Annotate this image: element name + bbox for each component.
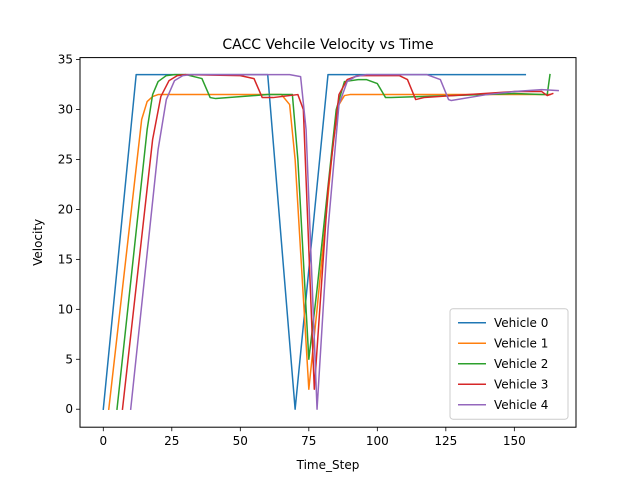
series-line-vehicle-0	[102, 73, 527, 411]
x-axis-title: Time_Step	[296, 458, 360, 472]
x-tick-label: 0	[99, 434, 107, 448]
x-tick-label: 25	[164, 434, 179, 448]
legend-label: Vehicle 1	[494, 337, 548, 351]
x-tick-label: 100	[366, 434, 389, 448]
series-line-vehicle-2	[116, 73, 551, 411]
y-tick-label: 35	[58, 53, 73, 67]
legend-box	[449, 308, 569, 420]
y-tick-label: 10	[58, 302, 73, 316]
series-line-vehicle-4	[129, 73, 559, 411]
y-axis-ticks: 0 5 10 15 20 25 30 35	[58, 53, 80, 416]
y-tick-label: 25	[58, 152, 73, 166]
legend-label: Vehicle 3	[494, 378, 548, 392]
y-axis-title: Velocity	[31, 219, 45, 266]
series-line-vehicle-1	[107, 93, 551, 411]
x-axis-ticks: 0 25 50 75 100 125 150	[99, 427, 526, 448]
legend-label: Vehicle 0	[494, 316, 548, 330]
y-tick-label: 0	[65, 402, 73, 416]
y-tick-label: 15	[58, 252, 73, 266]
legend-label: Vehicle 2	[494, 357, 548, 371]
y-tick-label: 30	[58, 103, 73, 117]
x-tick-label: 75	[301, 434, 316, 448]
series-line-vehicle-3	[121, 73, 554, 411]
legend: Vehicle 0 Vehicle 1 Vehicle 2 Vehicle 3 Vehi…	[449, 308, 569, 420]
chart-title: CACC Vehcile Velocity vs Time	[222, 37, 433, 53]
x-tick-label: 50	[233, 434, 248, 448]
y-tick-label: 5	[65, 352, 73, 366]
legend-label: Vehicle 4	[494, 398, 548, 412]
x-tick-label: 125	[434, 434, 457, 448]
plot-frame	[79, 57, 577, 428]
x-tick-label: 150	[503, 434, 526, 448]
series-layer	[102, 73, 559, 411]
y-tick-label: 20	[58, 202, 73, 216]
